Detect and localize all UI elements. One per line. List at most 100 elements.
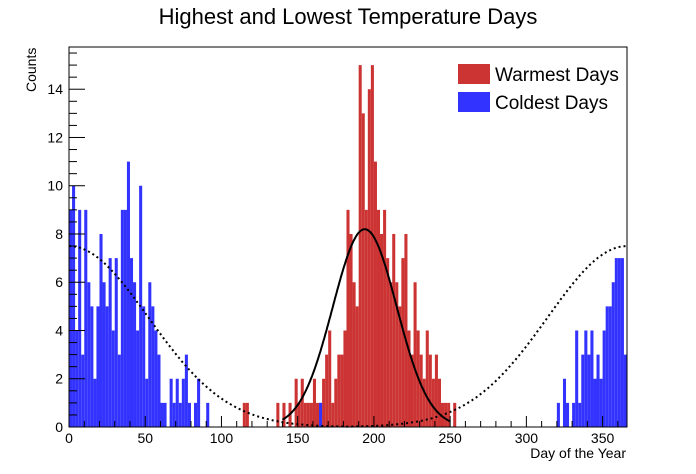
warm-bar (361, 113, 365, 427)
warm-bar (410, 354, 414, 427)
warm-bar (297, 402, 301, 427)
cold-bar (126, 161, 130, 427)
cold-bar (562, 378, 567, 427)
warm-bar (294, 378, 298, 427)
warm-bar (343, 330, 347, 427)
x-axis-title: Day of the Year (530, 445, 626, 461)
cold-bar (617, 258, 621, 427)
cold-bar (206, 402, 210, 427)
warm-bar (340, 354, 344, 427)
warm-bar (395, 282, 399, 427)
warm-bar (428, 354, 432, 427)
cold-bar (154, 330, 158, 427)
warm-bar (315, 402, 320, 427)
y-tick-label: 8 (55, 226, 63, 242)
warm-bar (376, 209, 381, 427)
warm-bar (358, 65, 362, 427)
warm-bar (404, 233, 408, 427)
cold-bar (148, 282, 152, 427)
warm-bar (325, 354, 329, 427)
warm-bar (367, 89, 371, 427)
cold-bar (197, 378, 201, 427)
cold-bar (578, 402, 582, 427)
cold-bar (572, 402, 576, 427)
x-tick-label: 0 (65, 430, 73, 446)
cold-bar (151, 306, 155, 427)
cold-bar (178, 402, 182, 427)
cold-legend-swatch (458, 92, 490, 112)
cold-bar (319, 402, 323, 427)
warm-bar (322, 378, 326, 427)
warm-bar (413, 282, 417, 427)
cold-bar (575, 330, 579, 427)
x-tick-label: 250 (438, 430, 462, 446)
warm-legend-swatch (458, 64, 490, 84)
cold-bar (105, 306, 109, 427)
cold-bar (123, 209, 127, 427)
chart-title: Highest and Lowest Temperature Days (159, 4, 538, 29)
cold-bar (623, 354, 627, 427)
bars-layer (69, 65, 627, 427)
warm-bar (276, 402, 280, 427)
cold-bar (87, 282, 91, 427)
warm-legend-label: Warmest Days (495, 65, 619, 86)
cold-bar (593, 378, 597, 427)
cold-bar (566, 402, 570, 427)
cold-bar (587, 354, 591, 427)
cold-bar (108, 258, 112, 427)
cold-bar (142, 306, 146, 427)
warm-bar (419, 354, 423, 427)
cold-bar (187, 402, 191, 427)
warm-bar (407, 330, 411, 427)
warm-bar (437, 378, 441, 427)
warm-bar (380, 233, 384, 427)
cold-bar (114, 258, 118, 427)
cold-bar (608, 306, 612, 427)
warm-bar (434, 354, 438, 427)
warm-bar (346, 209, 350, 427)
y-tick-label: 14 (47, 81, 63, 97)
warm-bar (447, 402, 451, 427)
warm-bar (401, 258, 405, 427)
cold-bar (93, 378, 97, 427)
warm-bar (392, 233, 396, 427)
warm-bar (331, 402, 335, 427)
cold-bar (145, 378, 149, 427)
warm-bar (386, 258, 390, 427)
cold-bar (129, 258, 134, 427)
warm-bar (355, 306, 359, 427)
cold-bar (160, 402, 164, 427)
warm-fit-curve (281, 228, 451, 423)
warm-bar (242, 402, 246, 427)
cold-bar (611, 282, 615, 427)
cold-bar (117, 354, 121, 427)
cold-bar (194, 402, 198, 427)
cold-bar (96, 306, 100, 427)
cold-bar (175, 378, 179, 427)
warm-bar (300, 378, 304, 427)
cold-bar (102, 282, 106, 427)
warm-bar (425, 330, 429, 427)
cold-bar (120, 209, 124, 427)
warm-bar (352, 282, 356, 427)
cold-bar (172, 402, 176, 427)
cold-bar (84, 209, 88, 427)
warm-bar (398, 306, 402, 427)
y-axis-title: Counts (23, 48, 39, 92)
cold-bar (90, 306, 94, 427)
cold-bar (157, 354, 161, 427)
warm-bar (303, 402, 307, 427)
cold-bar (584, 330, 588, 427)
cold-bar (614, 258, 618, 427)
plot-frame (68, 46, 628, 428)
cold-bar (596, 354, 600, 427)
warm-bar (364, 209, 368, 427)
warm-bar (444, 402, 448, 427)
warm-bar (306, 402, 310, 427)
cold-bar (81, 354, 85, 427)
cold-legend-label: Coldest Days (495, 93, 608, 114)
x-tick-label: 100 (210, 430, 234, 446)
y-tick-label: 10 (47, 178, 63, 194)
x-tick-label: 350 (591, 430, 615, 446)
cold-bar (620, 258, 624, 427)
